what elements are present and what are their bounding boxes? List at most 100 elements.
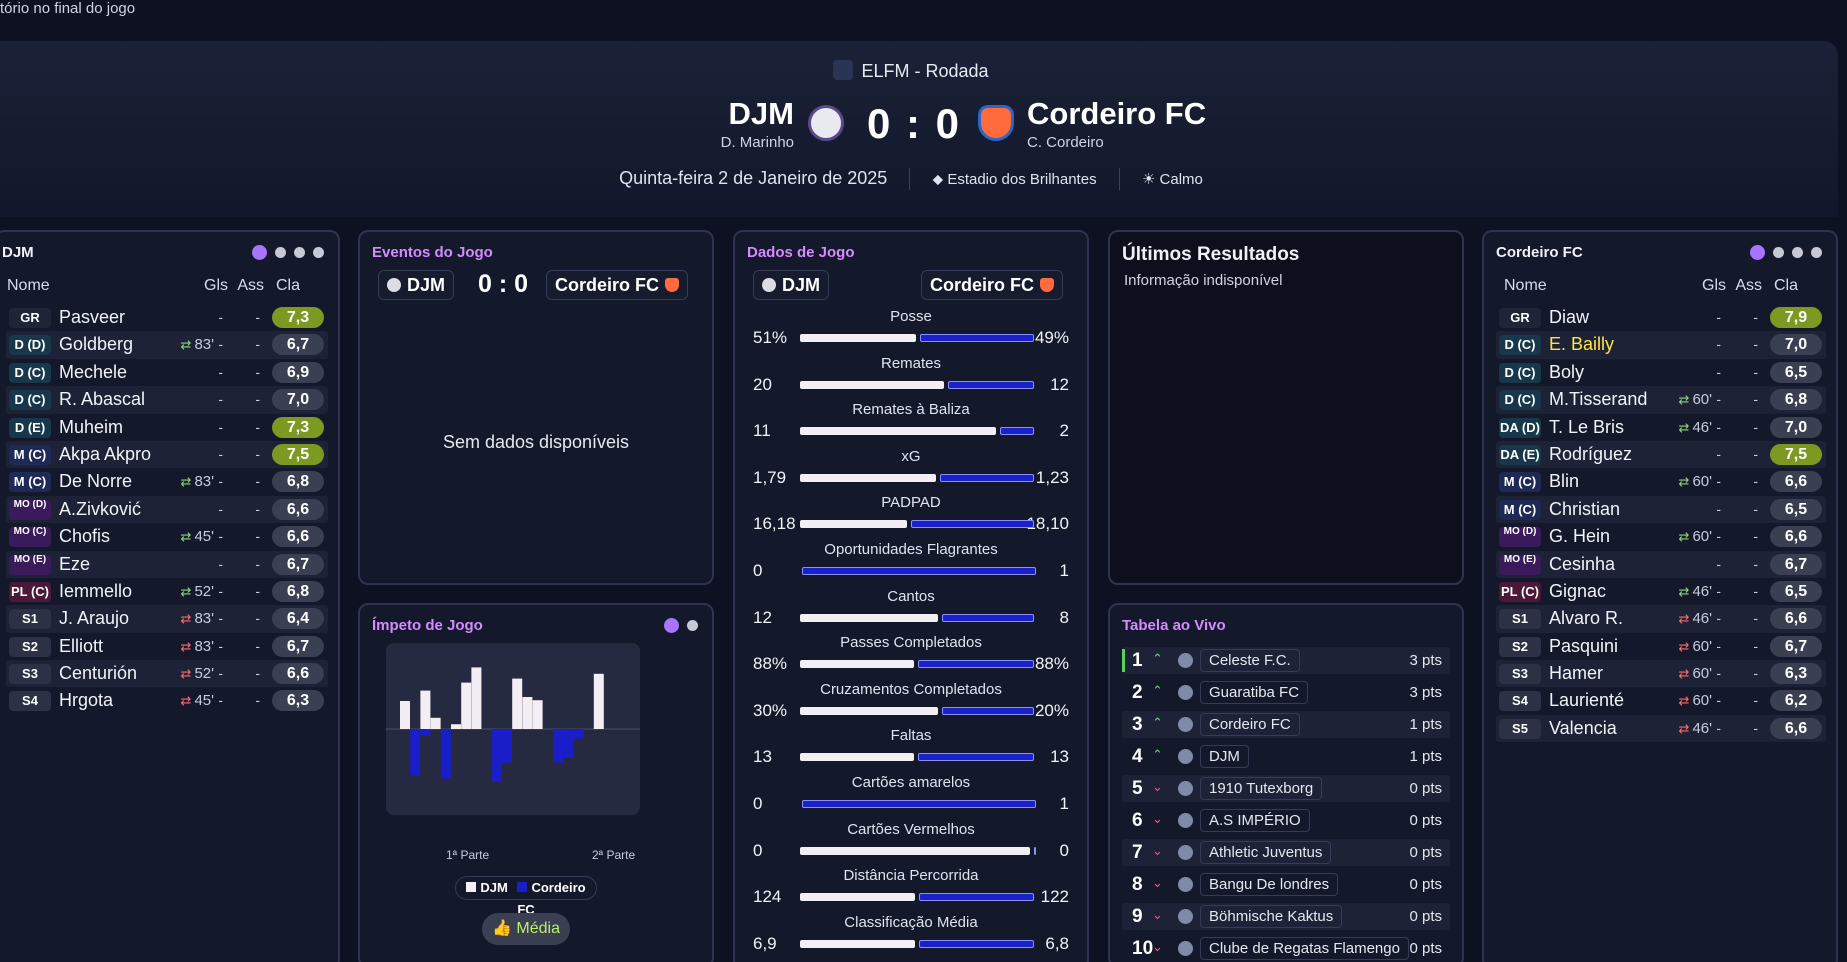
- player-row[interactable]: DA (D) T. Le Bris ⇄ 46' - -7,0: [1496, 414, 1826, 441]
- league-table-row[interactable]: 9 ⌄ Böhmische Kaktus 0 pts: [1122, 903, 1450, 930]
- player-name[interactable]: Centurión: [59, 663, 138, 684]
- club-name[interactable]: Guaratiba FC: [1200, 681, 1309, 704]
- player-name[interactable]: Rodríguez: [1549, 443, 1633, 464]
- player-name[interactable]: Pasveer: [59, 307, 126, 327]
- col-ass[interactable]: Ass: [1735, 277, 1762, 294]
- player-name[interactable]: E. Bailly: [1549, 334, 1615, 355]
- away-manager[interactable]: C. Cordeiro: [1027, 134, 1104, 151]
- player-row[interactable]: S2 Pasquini ⇄ 60' - -6,7: [1496, 633, 1826, 660]
- player-row[interactable]: S1 J. Araujo ⇄ 83' - -6,4: [6, 605, 328, 633]
- player-row[interactable]: MO (D) G. Hein ⇄ 60' - -6,6: [1496, 523, 1826, 550]
- player-row[interactable]: MO (E) Cesinha - -6,7: [1496, 550, 1826, 578]
- league-table-row[interactable]: 6 ⌄ A.S IMPÉRIO 0 pts: [1122, 807, 1450, 834]
- player-row[interactable]: D (C) Mechele - -6,9: [6, 359, 328, 386]
- player-name[interactable]: Elliott: [59, 635, 104, 656]
- club-name[interactable]: Böhmische Kaktus: [1200, 905, 1343, 928]
- player-name[interactable]: Cesinha: [1549, 553, 1616, 574]
- club-name[interactable]: 1910 Tutexborg: [1200, 777, 1323, 800]
- player-name[interactable]: Hamer: [1549, 663, 1604, 684]
- col-ass[interactable]: Ass: [237, 277, 264, 294]
- col-gls[interactable]: Gls: [204, 277, 228, 294]
- league-table-row[interactable]: 4 ⌃ DJM 1 pts: [1122, 743, 1450, 770]
- league-table-row[interactable]: 8 ⌄ Bangu De londres 0 pts: [1122, 871, 1450, 898]
- home-manager[interactable]: D. Marinho: [720, 134, 794, 151]
- away-team[interactable]: Cordeiro FC C. Cordeiro: [1027, 96, 1206, 151]
- player-row[interactable]: S2 Elliott ⇄ 83' - -6,7: [6, 633, 328, 660]
- player-row[interactable]: D (C) R. Abascal - -7,0: [6, 386, 328, 414]
- player-row[interactable]: D (E) Muheim - -7,3: [6, 414, 328, 441]
- player-row[interactable]: MO (C) Chofis ⇄ 45' - -6,6: [6, 523, 328, 550]
- player-row[interactable]: D (C) Boly - -6,5: [1496, 359, 1826, 386]
- player-name[interactable]: Laurienté: [1549, 690, 1625, 711]
- pager-dot-2[interactable]: [275, 247, 286, 258]
- club-name[interactable]: Celeste F.C.: [1200, 649, 1300, 672]
- player-name[interactable]: Mechele: [59, 361, 128, 382]
- player-name[interactable]: G. Hein: [1549, 526, 1611, 547]
- player-row[interactable]: D (C) E. Bailly - -7,0: [1496, 331, 1826, 359]
- player-name[interactable]: Hrgota: [59, 690, 114, 711]
- player-name[interactable]: T. Le Bris: [1549, 416, 1625, 437]
- competition-label[interactable]: ELFM - Rodada: [0, 60, 1822, 82]
- player-row[interactable]: M (C) De Norre ⇄ 83' - -6,8: [6, 468, 328, 495]
- average-button[interactable]: 👍 Média: [482, 913, 570, 945]
- player-name[interactable]: A.Zivković: [59, 498, 142, 519]
- player-row[interactable]: M (C) Akpa Akpro - -7,5: [6, 440, 328, 469]
- momentum-pager[interactable]: [656, 618, 698, 636]
- club-name[interactable]: DJM: [1200, 745, 1249, 768]
- player-row[interactable]: GR Diaw - -7,9: [1496, 304, 1826, 331]
- player-name[interactable]: M.Tisserand: [1549, 389, 1648, 410]
- player-row[interactable]: MO (E) Eze - -6,7: [6, 550, 328, 578]
- player-name[interactable]: Gignac: [1549, 580, 1607, 601]
- pager-dot-4[interactable]: [1811, 247, 1822, 258]
- player-name[interactable]: Diaw: [1549, 307, 1590, 327]
- league-table-row[interactable]: 1 ⌃ Celeste F.C. 3 pts: [1122, 647, 1450, 674]
- lineup-pager[interactable]: [244, 245, 324, 263]
- league-table-row[interactable]: 3 ⌃ Cordeiro FC 1 pts: [1122, 711, 1450, 738]
- player-row[interactable]: S4 Laurienté ⇄ 60' - -6,2: [1496, 687, 1826, 714]
- club-name[interactable]: Clube de Regatas Flamengo: [1200, 937, 1409, 960]
- player-row[interactable]: PL (C) Iemmello ⇄ 52' - -6,8: [6, 578, 328, 605]
- club-name[interactable]: A.S IMPÉRIO: [1200, 809, 1310, 832]
- player-name[interactable]: Alvaro R.: [1549, 608, 1624, 629]
- club-name[interactable]: Bangu De londres: [1200, 873, 1339, 896]
- player-name[interactable]: Akpa Akpro: [59, 443, 152, 464]
- stadium-name[interactable]: Estadio dos Brilhantes: [947, 171, 1097, 188]
- league-table-row[interactable]: 7 ⌄ Athletic Juventus 0 pts: [1122, 839, 1450, 866]
- player-name[interactable]: Valencia: [1549, 717, 1617, 738]
- player-row[interactable]: S5 Valencia ⇄ 46' - -6,6: [1496, 714, 1826, 743]
- col-name[interactable]: Nome: [7, 277, 50, 294]
- player-row[interactable]: D (C) M.Tisserand ⇄ 60' - -6,8: [1496, 386, 1826, 414]
- player-row[interactable]: S1 Alvaro R. ⇄ 46' - -6,6: [1496, 605, 1826, 633]
- player-row[interactable]: S3 Hamer ⇄ 60' - -6,3: [1496, 660, 1826, 688]
- player-name[interactable]: Iemmello: [59, 580, 133, 601]
- pager-dot-3[interactable]: [1792, 247, 1803, 258]
- club-name[interactable]: Cordeiro FC: [1200, 713, 1300, 736]
- player-name[interactable]: Eze: [59, 553, 91, 574]
- col-cla[interactable]: Cla: [275, 277, 300, 294]
- player-row[interactable]: D (D) Goldberg ⇄ 83' - -6,7: [6, 331, 328, 359]
- club-name[interactable]: Athletic Juventus: [1200, 841, 1332, 864]
- stats-away-pill[interactable]: Cordeiro FC: [921, 270, 1064, 300]
- home-team[interactable]: DJM D. Marinho: [721, 96, 794, 151]
- col-name[interactable]: Nome: [1504, 277, 1547, 294]
- col-cla[interactable]: Cla: [1773, 277, 1798, 294]
- pager-dot-1[interactable]: [252, 245, 267, 260]
- league-table-row[interactable]: 2 ⌃ Guaratiba FC 3 pts: [1122, 679, 1450, 706]
- player-name[interactable]: Goldberg: [59, 334, 134, 355]
- pager-dot-1[interactable]: [664, 618, 679, 633]
- events-away-pill[interactable]: Cordeiro FC: [546, 270, 689, 300]
- player-name[interactable]: Pasquini: [1549, 635, 1619, 656]
- player-name[interactable]: De Norre: [59, 471, 133, 492]
- pager-dot-1[interactable]: [1750, 245, 1765, 260]
- league-table-row[interactable]: 5 ⌄ 1910 Tutexborg 0 pts: [1122, 775, 1450, 802]
- player-row[interactable]: PL (C) Gignac ⇄ 46' - -6,5: [1496, 578, 1826, 605]
- player-name[interactable]: Blin: [1549, 471, 1580, 492]
- pager-dot-2[interactable]: [687, 620, 698, 631]
- player-row[interactable]: MO (D) A.Zivković - -6,6: [6, 495, 328, 524]
- pager-dot-4[interactable]: [313, 247, 324, 258]
- player-name[interactable]: Chofis: [59, 526, 111, 547]
- lineup-pager[interactable]: [1742, 245, 1822, 263]
- events-home-pill[interactable]: DJM: [378, 270, 455, 300]
- player-row[interactable]: S3 Centurión ⇄ 52' - -6,6: [6, 660, 328, 688]
- home-team-name[interactable]: DJM: [728, 96, 794, 131]
